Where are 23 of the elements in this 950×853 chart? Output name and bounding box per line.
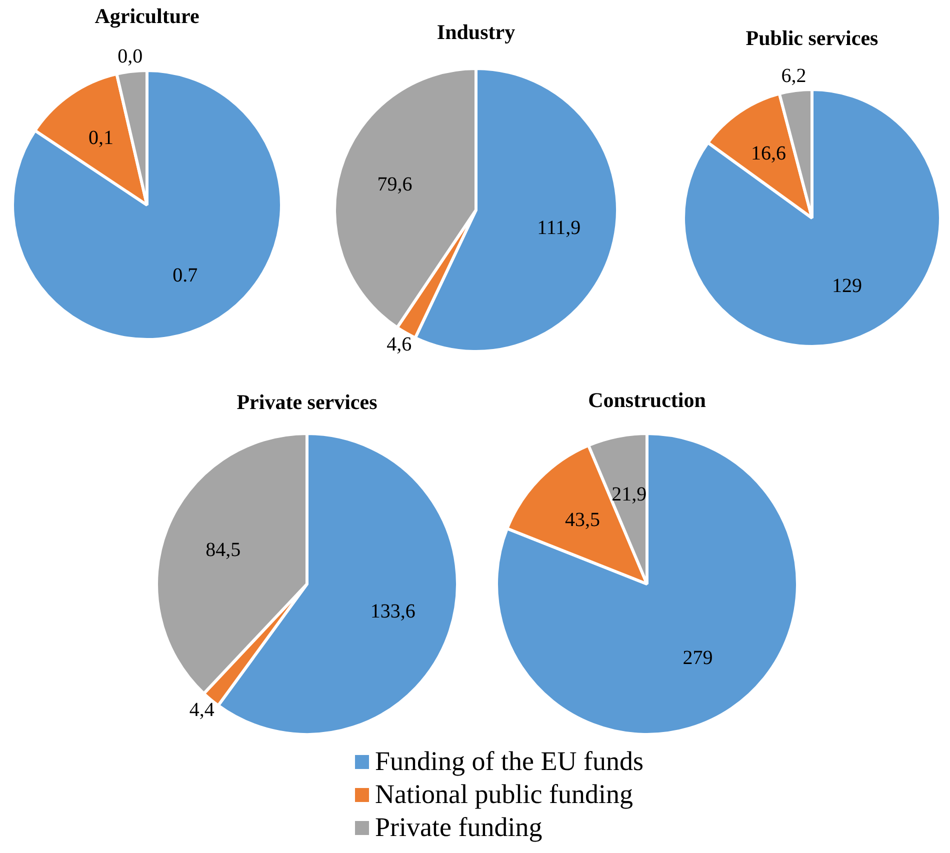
legend-label: Private funding	[375, 811, 542, 844]
data-label: 279	[682, 646, 713, 669]
chart-title: Private services	[236, 390, 378, 415]
chart-title: Construction	[587, 388, 707, 413]
data-label: 111,9	[537, 216, 581, 239]
data-label: 4,6	[386, 333, 412, 356]
data-label: 0.7	[172, 264, 198, 286]
data-label: 6,2	[781, 64, 806, 87]
chart-title: Public services	[744, 26, 880, 51]
chart-title: Agriculture	[94, 4, 200, 29]
data-label: 79,6	[377, 174, 412, 196]
data-label: 129	[832, 274, 862, 297]
legend-label: Funding of the EU funds	[375, 745, 644, 778]
data-label: 21,9	[612, 484, 647, 506]
data-label: 0,0	[118, 46, 143, 68]
data-label: 84,5	[206, 538, 241, 561]
data-label: 43,5	[564, 509, 600, 532]
legend-label: National public funding	[375, 778, 633, 811]
data-label: 16,6	[750, 142, 786, 165]
chart-title: Industry	[436, 20, 516, 45]
data-label: 133,6	[370, 600, 416, 622]
data-label: 0,1	[88, 126, 114, 149]
data-label: 4,4	[189, 698, 214, 721]
